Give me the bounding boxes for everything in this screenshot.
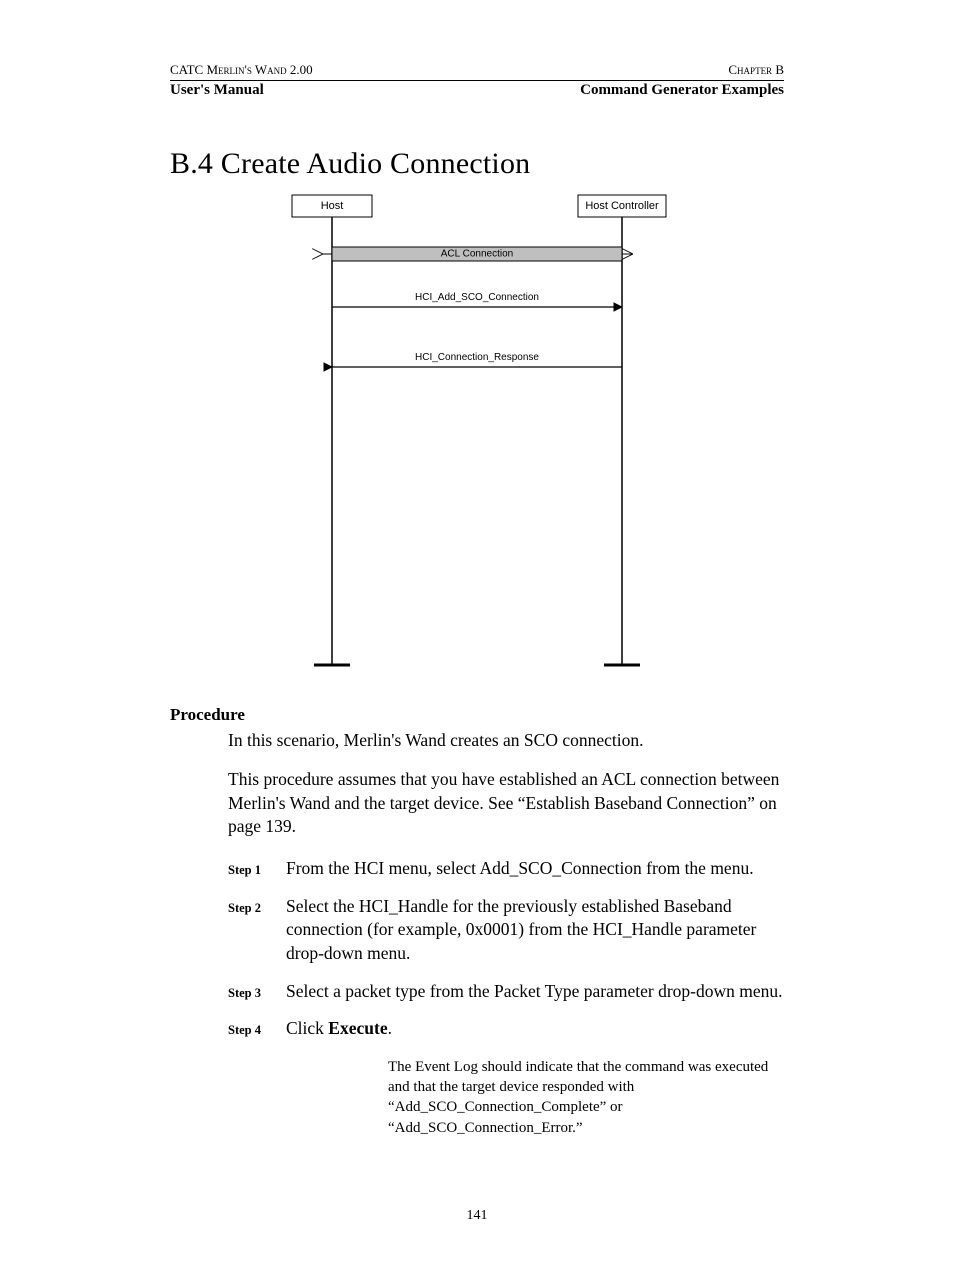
step-label: Step 1	[228, 862, 286, 879]
procedure-note: The Event Log should indicate that the c…	[388, 1057, 784, 1138]
page-number: 141	[170, 1208, 784, 1224]
header-sub-right: Command Generator Examples	[580, 82, 784, 99]
svg-text:ACL Connection: ACL Connection	[441, 248, 513, 259]
step-label: Step 3	[228, 985, 286, 1002]
procedure-body: In this scenario, Merlin's Wand creates …	[228, 729, 784, 1138]
header-subhead: User's Manual Command Generator Examples	[170, 82, 784, 99]
section-title: B.4 Create Audio Connection	[170, 147, 784, 181]
procedure-step: Step 3Select a packet type from the Pack…	[228, 980, 784, 1004]
header-top-right: Chapter B	[728, 62, 784, 78]
header-sub-left: User's Manual	[170, 82, 264, 99]
header-rule	[170, 80, 784, 81]
procedure-intro-2: This procedure assumes that you have est…	[228, 768, 784, 839]
svg-text:HCI_Connection_Response: HCI_Connection_Response	[415, 352, 539, 363]
sequence-diagram: Host Host Controller ACL Connection HCI_Add…	[272, 187, 682, 687]
page: CATC Merlin's Wand 2.00 Chapter B User's…	[0, 0, 954, 1264]
procedure-step: Step 4Click Execute.	[228, 1017, 784, 1041]
sequence-diagram-wrap: Host Host Controller ACL Connection HCI_Add…	[170, 187, 784, 687]
running-head: CATC Merlin's Wand 2.00 Chapter B	[170, 62, 784, 78]
step-text: Click Execute.	[286, 1017, 784, 1041]
procedure-heading: Procedure	[170, 705, 784, 725]
step-label: Step 4	[228, 1022, 286, 1039]
procedure-intro-1: In this scenario, Merlin's Wand creates …	[228, 729, 784, 753]
step-text: Select a packet type from the Packet Typ…	[286, 980, 784, 1004]
procedure-step: Step 2Select the HCI_Handle for the prev…	[228, 895, 784, 966]
procedure-step: Step 1From the HCI menu, select Add_SCO_…	[228, 857, 784, 881]
svg-text:Host: Host	[321, 200, 344, 212]
step-text: From the HCI menu, select Add_SCO_Connec…	[286, 857, 784, 881]
procedure-steps: Step 1From the HCI menu, select Add_SCO_…	[228, 857, 784, 1041]
svg-text:HCI_Add_SCO_Connection: HCI_Add_SCO_Connection	[415, 292, 539, 303]
header-top-left: CATC Merlin's Wand 2.00	[170, 62, 313, 78]
step-text: Select the HCI_Handle for the previously…	[286, 895, 784, 966]
svg-text:Host Controller: Host Controller	[585, 200, 659, 212]
step-bold: Execute	[328, 1018, 387, 1038]
step-label: Step 2	[228, 900, 286, 917]
